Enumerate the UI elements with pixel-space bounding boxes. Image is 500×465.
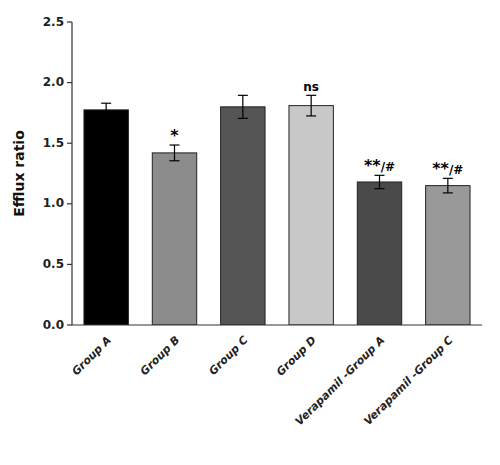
y-tick bbox=[67, 264, 72, 265]
y-tick bbox=[67, 203, 72, 204]
annotation-part: /# bbox=[381, 160, 395, 174]
error-bar bbox=[238, 95, 248, 118]
error-cap bbox=[238, 95, 248, 96]
plot-area bbox=[84, 95, 470, 325]
chart: 0.0 0.5 1.0 1.5 2.0 2.5 Group A Group B Group C G… bbox=[0, 0, 500, 465]
annotation-part: * bbox=[170, 126, 179, 145]
error-bar bbox=[306, 95, 316, 116]
error-bar bbox=[170, 145, 180, 161]
annotation-part: ** bbox=[432, 159, 449, 178]
y-tick bbox=[67, 82, 72, 83]
error-bar bbox=[101, 103, 111, 116]
y-tick bbox=[67, 324, 72, 325]
x-tick-label: Group D bbox=[274, 334, 319, 379]
y-tick-label: 0.0 bbox=[43, 318, 64, 332]
error-line bbox=[379, 175, 380, 188]
error-line bbox=[447, 178, 448, 193]
annotation-part: ** bbox=[364, 156, 381, 175]
annotation: **/# bbox=[432, 159, 463, 178]
x-tick-label: Verapamil -Group C bbox=[361, 334, 455, 428]
error-line bbox=[174, 145, 175, 161]
x-tick-label: Group B bbox=[138, 334, 183, 379]
bar bbox=[84, 110, 128, 325]
y-tick-label: 1.5 bbox=[43, 136, 64, 150]
y-tick bbox=[67, 21, 72, 22]
x-axis bbox=[72, 324, 482, 325]
y-tick-label: 2.0 bbox=[43, 75, 64, 89]
y-tick bbox=[67, 143, 72, 144]
x-tick-label: Group A bbox=[69, 334, 114, 379]
annotation: * bbox=[170, 126, 179, 145]
y-axis bbox=[71, 22, 72, 325]
error-cap bbox=[101, 103, 111, 104]
x-tick-label: Group C bbox=[206, 334, 250, 378]
bar bbox=[289, 106, 333, 325]
annotation-part: /# bbox=[449, 163, 463, 177]
error-bar bbox=[443, 178, 453, 193]
error-line bbox=[106, 103, 107, 116]
bar bbox=[152, 153, 196, 325]
bar bbox=[357, 182, 401, 325]
y-tick-label: 2.5 bbox=[43, 15, 64, 29]
error-cap bbox=[170, 160, 180, 161]
error-cap bbox=[238, 118, 248, 119]
error-cap bbox=[375, 188, 385, 189]
bar bbox=[221, 107, 265, 325]
annotation: ns bbox=[303, 80, 319, 94]
y-tick-label: 0.5 bbox=[43, 257, 64, 271]
error-cap bbox=[443, 192, 453, 193]
error-line bbox=[311, 95, 312, 116]
annotation: **/# bbox=[364, 156, 395, 175]
error-line bbox=[242, 95, 243, 118]
error-cap bbox=[101, 116, 111, 117]
bar bbox=[426, 186, 470, 325]
y-tick-label: 1.0 bbox=[43, 196, 64, 210]
error-bar bbox=[375, 175, 385, 188]
error-cap bbox=[306, 115, 316, 116]
y-axis-label: Efflux ratio bbox=[11, 130, 27, 217]
error-cap bbox=[306, 95, 316, 96]
